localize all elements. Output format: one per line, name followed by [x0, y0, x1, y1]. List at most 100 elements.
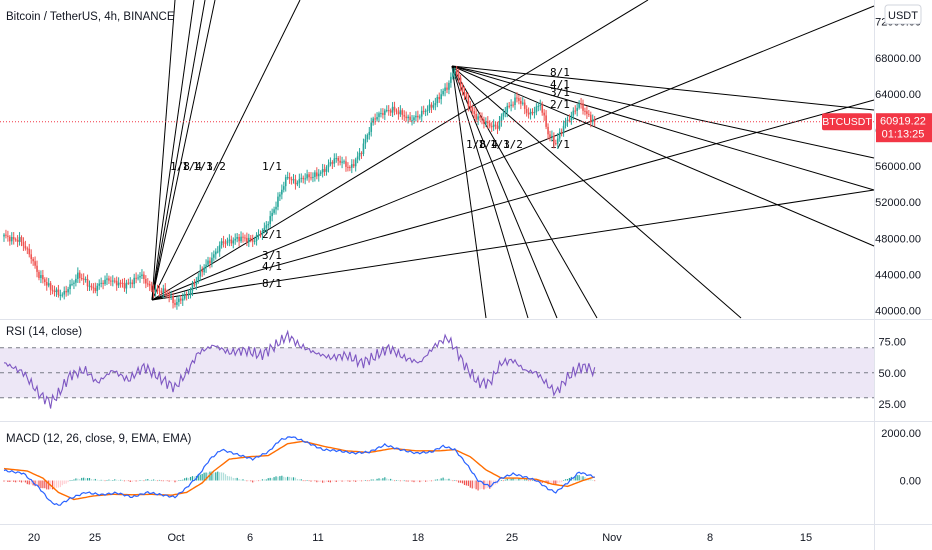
candle-body	[426, 109, 429, 111]
candle-body	[455, 70, 458, 74]
candle-body	[55, 289, 58, 293]
candle-body	[154, 288, 157, 293]
macd-hist-bar	[425, 480, 427, 482]
time-tick-label: 20	[28, 532, 40, 544]
macd-hist-bar	[141, 480, 143, 481]
candle-body	[391, 106, 394, 113]
macd-hist-bar	[127, 480, 129, 482]
macd-hist-bar	[522, 479, 524, 481]
macd-hist-bar	[562, 480, 565, 481]
candle-body	[490, 126, 493, 128]
price-tick-label: 40000.00	[875, 306, 921, 318]
macd-hist-bar	[129, 480, 131, 482]
candle-body	[510, 104, 512, 106]
macd-hist-bar	[306, 480, 308, 481]
macd-hist-bar	[458, 480, 460, 483]
macd-hist-bar	[77, 478, 79, 481]
candle-body	[327, 164, 330, 168]
candle-body	[218, 245, 221, 252]
macd-hist-bar	[121, 480, 124, 481]
candle-body	[199, 270, 202, 277]
candle-body	[399, 110, 402, 115]
candle-body	[457, 73, 460, 78]
macd-hist-bar	[296, 479, 298, 481]
rsi-tick-label: 75.00	[878, 337, 906, 349]
macd-hist-bar	[355, 480, 357, 482]
candle-body	[234, 238, 237, 241]
gann-fan-label: 1/2	[206, 160, 226, 173]
macd-hist-bar	[376, 478, 378, 481]
macd-hist-bar	[582, 476, 584, 481]
macd-hist-bar	[323, 480, 326, 483]
macd-hist-bar	[149, 480, 151, 481]
candle-body	[203, 267, 205, 273]
time-axis[interactable]: 20 25 Oct 6 11 18 25 Nov 8 15	[28, 532, 812, 544]
candle-body	[7, 235, 9, 237]
macd-hist-bar	[413, 480, 415, 483]
candle-body	[312, 176, 314, 178]
macd-hist-bar	[419, 480, 421, 483]
macd-hist-bar	[46, 480, 48, 490]
macd-hist-bar	[337, 480, 339, 482]
candle-body	[90, 285, 93, 288]
candle-body	[67, 289, 69, 293]
macd-hist-bar	[222, 472, 225, 481]
macd-hist-bar	[166, 480, 168, 482]
candle-body	[263, 227, 266, 232]
price-axis[interactable]: 40000.00 44000.00 48000.00 52000.00 56000.00…	[875, 17, 921, 318]
macd-hist-bar	[341, 480, 343, 482]
gann-fan-label: 8/1	[550, 66, 570, 79]
macd-hist-bar	[353, 480, 355, 482]
macd-hist-bar	[143, 480, 145, 482]
macd-hist-bar	[114, 479, 116, 481]
macd-hist-bar	[524, 479, 526, 481]
candle-body	[350, 164, 353, 168]
macd-hist-bar	[57, 480, 60, 488]
candle-body	[14, 239, 17, 241]
macd-hist-bar	[378, 478, 380, 481]
candle-body	[471, 107, 474, 112]
candle-body	[459, 77, 462, 87]
macd-hist-bar	[106, 480, 108, 481]
candle-body	[589, 114, 592, 122]
candle-body	[360, 152, 363, 154]
candle-body	[448, 82, 450, 90]
price-tick-label: 68000.00	[875, 53, 921, 65]
macd-hist-bar	[430, 480, 433, 482]
macd-hist-bar	[232, 477, 234, 481]
candle-body	[185, 294, 188, 296]
macd-hist-bar	[147, 479, 149, 481]
candle-body	[207, 260, 209, 265]
candle-body	[253, 240, 256, 242]
candle-body	[294, 179, 297, 185]
macd-hist-bar	[283, 476, 285, 481]
macd-hist-bar	[360, 480, 363, 482]
macd-hist-bar	[370, 479, 372, 481]
macd-hist-bar	[446, 479, 448, 481]
macd-hist-bar	[145, 479, 147, 481]
candle-body	[57, 289, 60, 295]
candle-body	[502, 112, 505, 117]
macd-hist-bar	[151, 479, 153, 481]
candle-body	[529, 111, 532, 115]
rsi-line	[3, 329, 596, 409]
macd-hist-bar	[463, 480, 466, 486]
macd-hist-bar	[98, 480, 100, 482]
candle-body	[242, 236, 244, 238]
macd-hist-bar	[415, 480, 417, 482]
macd-hist-bar	[277, 476, 279, 481]
macd-hist-bar	[529, 480, 532, 482]
macd-hist-bar	[333, 480, 335, 482]
macd-hist-bar	[248, 480, 250, 482]
macd-hist-bar	[215, 472, 217, 481]
currency-button[interactable]: USDT	[884, 4, 922, 25]
gann-fan-down-line	[451, 65, 875, 247]
candle-body	[84, 278, 87, 280]
macd-hist-bar	[162, 480, 164, 482]
candle-body	[80, 278, 83, 280]
rsi-title: RSI (14, close)	[6, 326, 82, 338]
price-badge: BTCUSDT 60919.22 01:13:25	[822, 113, 932, 143]
candle-body	[547, 126, 549, 135]
gann-fans[interactable]: 1/81/41/31/2 1/12/13/14/18/18/14/13/12/11…	[151, 0, 875, 319]
